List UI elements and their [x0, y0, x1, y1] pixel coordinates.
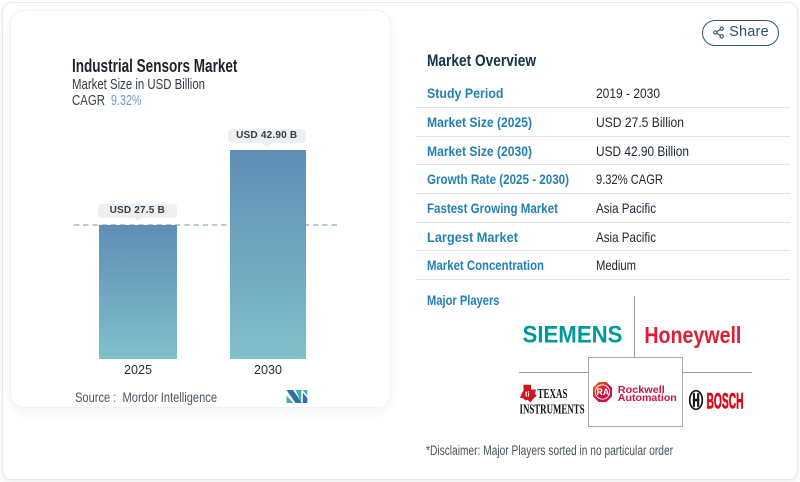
svg-text:SIEMENS: SIEMENS	[523, 324, 623, 346]
svg-text:BOSCH: BOSCH	[707, 389, 744, 413]
svg-text:Honeywell: Honeywell	[644, 324, 741, 348]
svg-text:Rockwell: Rockwell	[617, 385, 664, 396]
svg-text:Automation: Automation	[617, 393, 676, 404]
svg-text:TEXAS: TEXAS	[538, 386, 568, 401]
svg-text:ti: ti	[525, 390, 530, 399]
svg-text:RA: RA	[596, 387, 609, 397]
svg-text:INSTRUMENTS: INSTRUMENTS	[520, 401, 585, 416]
